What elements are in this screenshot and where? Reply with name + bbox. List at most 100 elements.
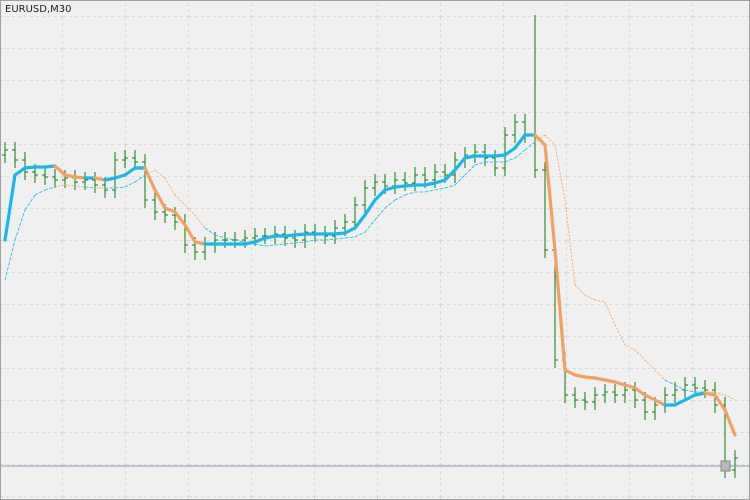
ma-line [73, 175, 87, 180]
signal-line [374, 207, 386, 221]
ma-line [603, 378, 617, 384]
ma-line [53, 164, 67, 177]
chart-title: EURUSD,M30 [5, 4, 71, 15]
ma-line [123, 166, 137, 177]
ma-line [253, 236, 267, 244]
ma-line [583, 375, 597, 380]
signal-line [454, 174, 466, 186]
signal-line [244, 241, 256, 245]
signal-line [4, 239, 16, 281]
signal-line [574, 284, 586, 296]
signal-line [24, 194, 36, 211]
signal-line [594, 299, 606, 303]
signal-line [474, 161, 486, 166]
signal-line [444, 184, 456, 189]
signal-line [304, 239, 316, 243]
signal-line [624, 344, 636, 351]
ma-line [683, 393, 697, 402]
ma-line [93, 176, 107, 182]
signal-line [394, 194, 406, 201]
signal-line [154, 169, 166, 179]
signal-line [74, 185, 86, 188]
ma-line [613, 380, 627, 387]
ma-line [623, 383, 637, 390]
signal-line [34, 189, 46, 196]
ma-line [383, 185, 397, 192]
signal-line [64, 184, 76, 187]
signal-line [514, 149, 526, 159]
ma-line [153, 188, 167, 210]
signal-line [134, 174, 146, 183]
signal-line [124, 181, 136, 188]
signal-line [644, 359, 656, 371]
signal-line [144, 169, 156, 176]
signal-line [504, 157, 516, 163]
ma-line [573, 373, 587, 379]
ma-line [633, 386, 647, 397]
signal-line [524, 141, 536, 151]
ma-line [333, 231, 347, 236]
ma-line [343, 226, 357, 235]
ma-line [263, 234, 277, 240]
ma-line [493, 153, 507, 158]
signal-line [384, 199, 396, 209]
ma-line [513, 133, 527, 150]
signal-line [354, 231, 366, 238]
signal-line [424, 189, 436, 193]
signal-line [634, 349, 646, 361]
ma-line [373, 188, 387, 202]
signal-line [404, 191, 416, 196]
ma-line [283, 233, 297, 238]
signal-line [14, 209, 26, 241]
ma-line [163, 206, 177, 214]
signal-line [544, 134, 556, 146]
ma-line [113, 173, 127, 180]
ma-line [433, 178, 447, 185]
signal-line [184, 204, 196, 216]
signal-line [684, 389, 696, 393]
signal-line [584, 294, 596, 301]
signal-line [84, 186, 96, 189]
ma-line [673, 398, 687, 407]
ma-line [563, 368, 577, 377]
signal-line [264, 244, 276, 247]
signal-line [364, 219, 376, 233]
ma-line [43, 164, 57, 169]
signal-line [254, 243, 266, 247]
signal-line [234, 239, 246, 243]
signal-line [534, 134, 546, 143]
signal-line [554, 144, 566, 201]
ma-line [553, 248, 567, 372]
ma-line [693, 391, 707, 397]
ma-line [653, 398, 667, 407]
ma-line [423, 181, 437, 187]
price-marker [720, 460, 731, 472]
signal-line [434, 187, 446, 191]
signal-line [464, 164, 476, 176]
signal-line [214, 234, 226, 239]
ma-line [193, 240, 207, 246]
signal-line [284, 242, 296, 245]
ma-line [593, 376, 607, 382]
ma-line [503, 146, 517, 157]
signal-line [44, 186, 56, 191]
signal-line [334, 237, 346, 240]
signal-line [114, 186, 126, 189]
signal-line [674, 384, 686, 391]
signal-line [724, 394, 736, 401]
ma-line [403, 183, 417, 188]
signal-line [344, 236, 356, 239]
signal-line [194, 214, 206, 229]
ma-line [183, 223, 197, 244]
ma-line [723, 408, 737, 437]
signal-line [324, 238, 336, 241]
signal-line [54, 184, 66, 188]
signal-line [204, 227, 216, 236]
ma-line [703, 391, 717, 397]
signal-line [654, 369, 666, 381]
ma-line [643, 393, 657, 402]
signal-line [714, 391, 726, 396]
signal-line [664, 379, 676, 386]
